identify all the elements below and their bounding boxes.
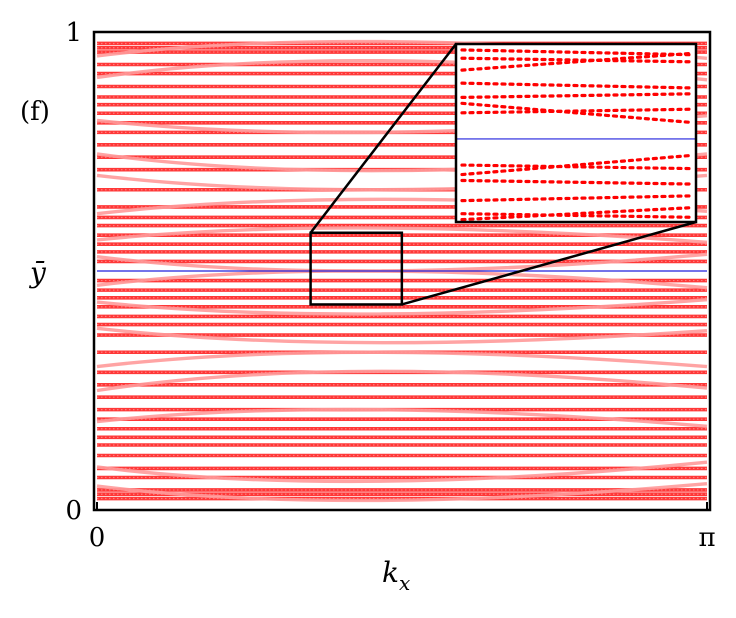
inset-band: [460, 92, 692, 100]
inset-band: [460, 51, 692, 72]
y-tick-label: 1: [65, 18, 82, 48]
inset-band: [460, 163, 692, 171]
inset-band: [460, 107, 692, 115]
inset-band: [460, 81, 692, 90]
x-axis-label: kx: [382, 556, 410, 595]
dispersive-band: [96, 350, 708, 369]
dispersive-band: [96, 297, 708, 316]
dispersive-band: [96, 326, 708, 345]
panel-label: (f): [20, 97, 50, 127]
x-tick-label: π: [698, 523, 715, 553]
dispersive-band: [96, 482, 708, 503]
inset-connector-left: [309, 43, 457, 234]
x-axis-label-subscript: x: [399, 571, 410, 595]
plot-frame: [92, 30, 712, 512]
x-tick-label: 0: [89, 523, 106, 553]
inset-connector-right: [401, 220, 697, 306]
zoom-region-box: [309, 231, 404, 306]
inset-band: [460, 212, 692, 219]
dispersive-band: [96, 460, 708, 484]
inset-panel: [454, 42, 698, 224]
dispersive-band: [96, 226, 708, 245]
inset-band: [460, 153, 692, 177]
y-axis-label: ȳ: [28, 256, 47, 289]
inset-background: [456, 44, 696, 222]
inset-band: [460, 194, 692, 203]
inset-band: [460, 206, 692, 222]
inset-band: [460, 101, 692, 124]
inset-band: [460, 48, 692, 57]
zoom-indicator: [309, 43, 697, 306]
ticks-layer: 0 π 0 1: [65, 18, 715, 553]
inset-content: [456, 48, 696, 222]
y-tick-label: 0: [65, 496, 82, 526]
dispersive-band: [96, 407, 708, 429]
inset-frame: [454, 42, 698, 224]
inset-band: [460, 56, 692, 64]
x-axis-label-main: k: [382, 556, 399, 589]
inset-band: [460, 178, 692, 186]
dispersive-band: [96, 369, 708, 393]
